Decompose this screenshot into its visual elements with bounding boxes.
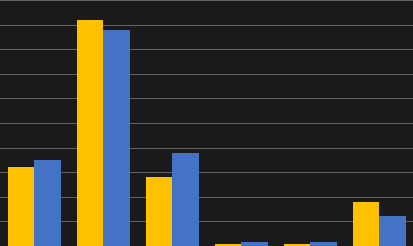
Bar bbox=[146, 177, 172, 246]
Bar bbox=[103, 30, 129, 246]
Bar bbox=[77, 20, 103, 246]
Bar bbox=[284, 244, 310, 246]
Bar bbox=[8, 167, 34, 246]
Bar bbox=[215, 244, 241, 246]
Bar bbox=[34, 160, 61, 246]
Bar bbox=[379, 216, 405, 246]
Bar bbox=[310, 242, 336, 246]
Bar bbox=[172, 153, 198, 246]
Bar bbox=[241, 242, 267, 246]
Bar bbox=[352, 202, 379, 246]
